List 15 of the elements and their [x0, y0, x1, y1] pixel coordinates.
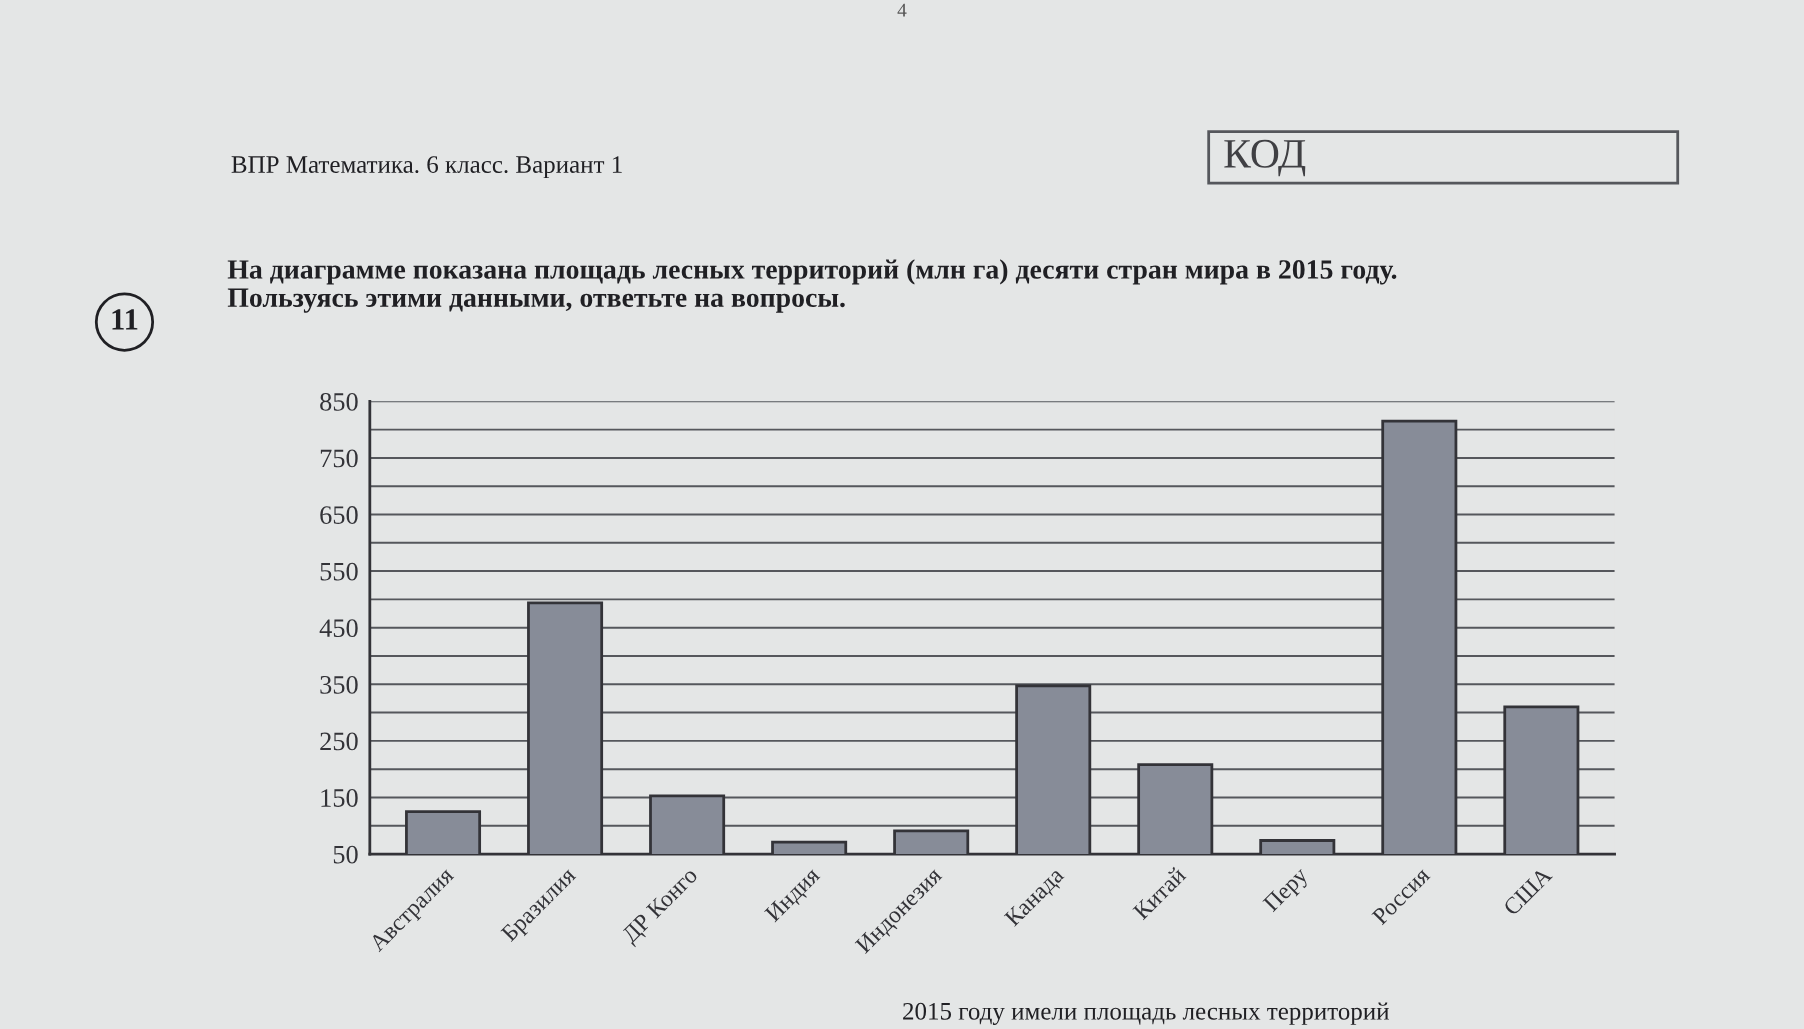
y-tick-label: 550 [320, 562, 358, 581]
text: ВПР Математика. 6 класс. Вариант 1 [231, 156, 622, 179]
text: 2015 году имели площадь лесных территорий [903, 1002, 1389, 1025]
y-tick-label: 350 [320, 675, 358, 694]
text: 11 [112, 309, 138, 330]
y-tick-label: 250 [320, 732, 358, 751]
y-tick-label: 750 [320, 449, 358, 468]
y-tick-label: 650 [320, 506, 358, 524]
y-tick-label: 850 [320, 392, 358, 411]
y-tick-label: 50 [333, 845, 358, 864]
text: 4 [897, 3, 907, 17]
y-tick-label: 150 [321, 789, 358, 807]
y-tick-label: 450 [319, 619, 358, 638]
text: КОД [1224, 139, 1306, 177]
chart-title: На диаграмме показана площадь лесных территорий (млн га) десяти стран мира в 2015 году. Пользуясь этими данными, ответьте на вопросы. [227, 259, 1397, 313]
